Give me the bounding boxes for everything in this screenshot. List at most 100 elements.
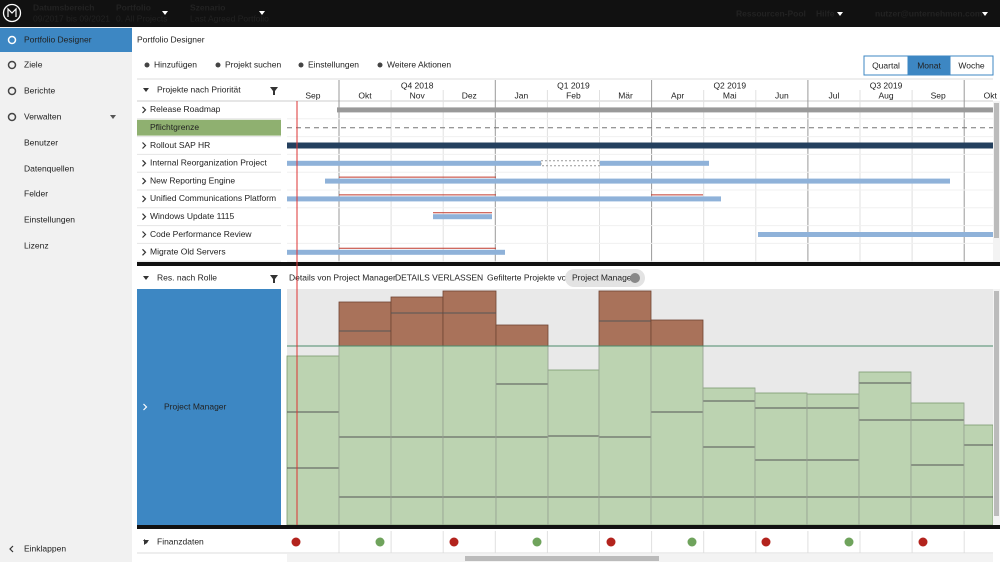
gantt-bar — [287, 196, 721, 202]
sidebar-collapse[interactable]: Einklappen — [24, 543, 66, 553]
sidebar-item[interactable]: Benutzer — [24, 137, 58, 147]
sidebar-item[interactable]: Lizenz — [24, 240, 49, 250]
project-row[interactable]: Pflichtgrenze — [150, 122, 199, 132]
caret — [143, 88, 149, 92]
status-dot — [375, 537, 385, 547]
sidebar-item[interactable]: Ziele — [24, 59, 43, 69]
overload-area — [338, 301, 392, 347]
capacity-area — [338, 345, 392, 526]
chevron — [142, 195, 147, 203]
view-toggle-label[interactable]: Woche — [958, 60, 985, 70]
caret — [259, 11, 265, 15]
chevron — [142, 106, 147, 114]
month-label: Jun — [775, 90, 789, 100]
month-label: Apr — [671, 90, 684, 100]
top-bar — [0, 0, 1000, 27]
toolbar-button[interactable]: Weitere Aktionen — [387, 59, 451, 69]
capacity-area — [547, 369, 600, 526]
sidebar-item[interactable]: Felder — [24, 188, 48, 198]
overload-area — [495, 324, 549, 347]
status-dot — [918, 537, 928, 547]
header-value[interactable]: 0. All Projects — [116, 13, 168, 23]
toolbar-icon — [215, 62, 221, 68]
sidebar-item[interactable]: Portfolio Designer — [24, 34, 92, 44]
project-row[interactable]: Internal Reorganization Project — [150, 158, 267, 168]
details-label: Details von Project Manager — [289, 272, 396, 282]
gantt-bar — [287, 142, 993, 149]
overload-area — [442, 290, 497, 347]
sidebar-item[interactable]: Datenquellen — [24, 163, 74, 173]
chip-close[interactable] — [630, 273, 640, 283]
overload-area — [650, 319, 704, 347]
capacity-area — [910, 402, 965, 526]
header-link[interactable]: Hilfe — [816, 8, 835, 18]
filter-icon — [270, 87, 278, 95]
project-row[interactable]: Rollout SAP HR — [150, 140, 210, 150]
sidebar-active — [0, 28, 132, 52]
splitter — [137, 262, 1000, 266]
header-link[interactable]: Ressourcen-Pool — [736, 8, 806, 18]
header-label[interactable]: Szenario — [190, 2, 225, 12]
project-row[interactable]: Windows Update 1115 — [150, 211, 235, 221]
caret — [837, 12, 843, 16]
logo — [2, 3, 22, 23]
caret — [982, 12, 988, 16]
quarter-label: Q4 2018 — [401, 80, 434, 90]
role-label[interactable]: Project Manager — [164, 401, 227, 411]
month-label: Sep — [305, 90, 320, 100]
project-row[interactable]: Unified Communications Platform — [150, 193, 276, 203]
caret — [110, 115, 116, 119]
details-exit[interactable]: DETAILS VERLASSEN — [395, 272, 483, 282]
filter-chip — [565, 269, 645, 287]
sidebar-item[interactable]: Verwalten — [24, 111, 62, 121]
sidebar-item[interactable]: Berichte — [24, 85, 55, 95]
gantt-bar — [600, 160, 709, 166]
quarter-label: Q3 2019 — [870, 80, 903, 90]
chevron — [142, 177, 147, 185]
role-panel — [137, 289, 281, 525]
project-row[interactable]: Release Roadmap — [150, 104, 221, 114]
month-label: Mai — [723, 90, 737, 100]
caret — [162, 11, 168, 15]
h-scroll-thumb — [465, 556, 659, 561]
sidebar-icon — [7, 86, 17, 96]
expand-icon — [144, 539, 148, 545]
sidebar-item[interactable]: Einstellungen — [24, 214, 75, 224]
overload-area — [598, 290, 652, 347]
capacity-area — [963, 424, 994, 526]
month-label: Okt — [984, 90, 998, 100]
row-highlight — [137, 119, 281, 136]
splitter — [137, 525, 1000, 529]
chevron — [143, 403, 148, 411]
sidebar — [0, 27, 132, 562]
page-title: Portfolio Designer — [137, 34, 205, 44]
quarter-label: Q2 2019 — [713, 80, 746, 90]
view-toggle-label[interactable]: Quartal — [872, 60, 900, 70]
overload-area — [390, 296, 444, 347]
toolbar-button[interactable]: Projekt suchen — [225, 59, 281, 69]
header-value[interactable]: Last Agreed Portfolio — [190, 13, 269, 23]
view-toggle-label[interactable]: Monat — [917, 60, 941, 70]
capacity-area — [702, 387, 756, 526]
gantt-bar — [758, 232, 993, 237]
project-row[interactable]: Code Performance Review — [150, 229, 252, 239]
status-dot — [844, 537, 854, 547]
header-label[interactable]: Datumsbereich — [33, 2, 94, 12]
status-dot — [291, 537, 301, 547]
project-row[interactable]: Migrate Old Servers — [150, 247, 226, 257]
header-value[interactable]: 09/2017 bis 09/2021 — [33, 13, 110, 23]
toolbar-icon — [298, 62, 304, 68]
toolbar-button[interactable]: Einstellungen — [308, 59, 359, 69]
header-link[interactable]: nutzer@unternehmen.com — [875, 8, 983, 18]
gantt-bar — [337, 107, 993, 113]
gantt-header: Projekte nach Priorität — [157, 84, 241, 94]
finance-label[interactable]: Finanzdaten — [157, 536, 204, 546]
gantt-bar — [287, 160, 541, 166]
status-dot — [532, 537, 542, 547]
toolbar-button[interactable]: Hinzufügen — [154, 59, 197, 69]
header-label[interactable]: Portfolio — [116, 2, 151, 12]
month-label: Feb — [566, 90, 581, 100]
project-row[interactable]: New Reporting Engine — [150, 175, 235, 185]
